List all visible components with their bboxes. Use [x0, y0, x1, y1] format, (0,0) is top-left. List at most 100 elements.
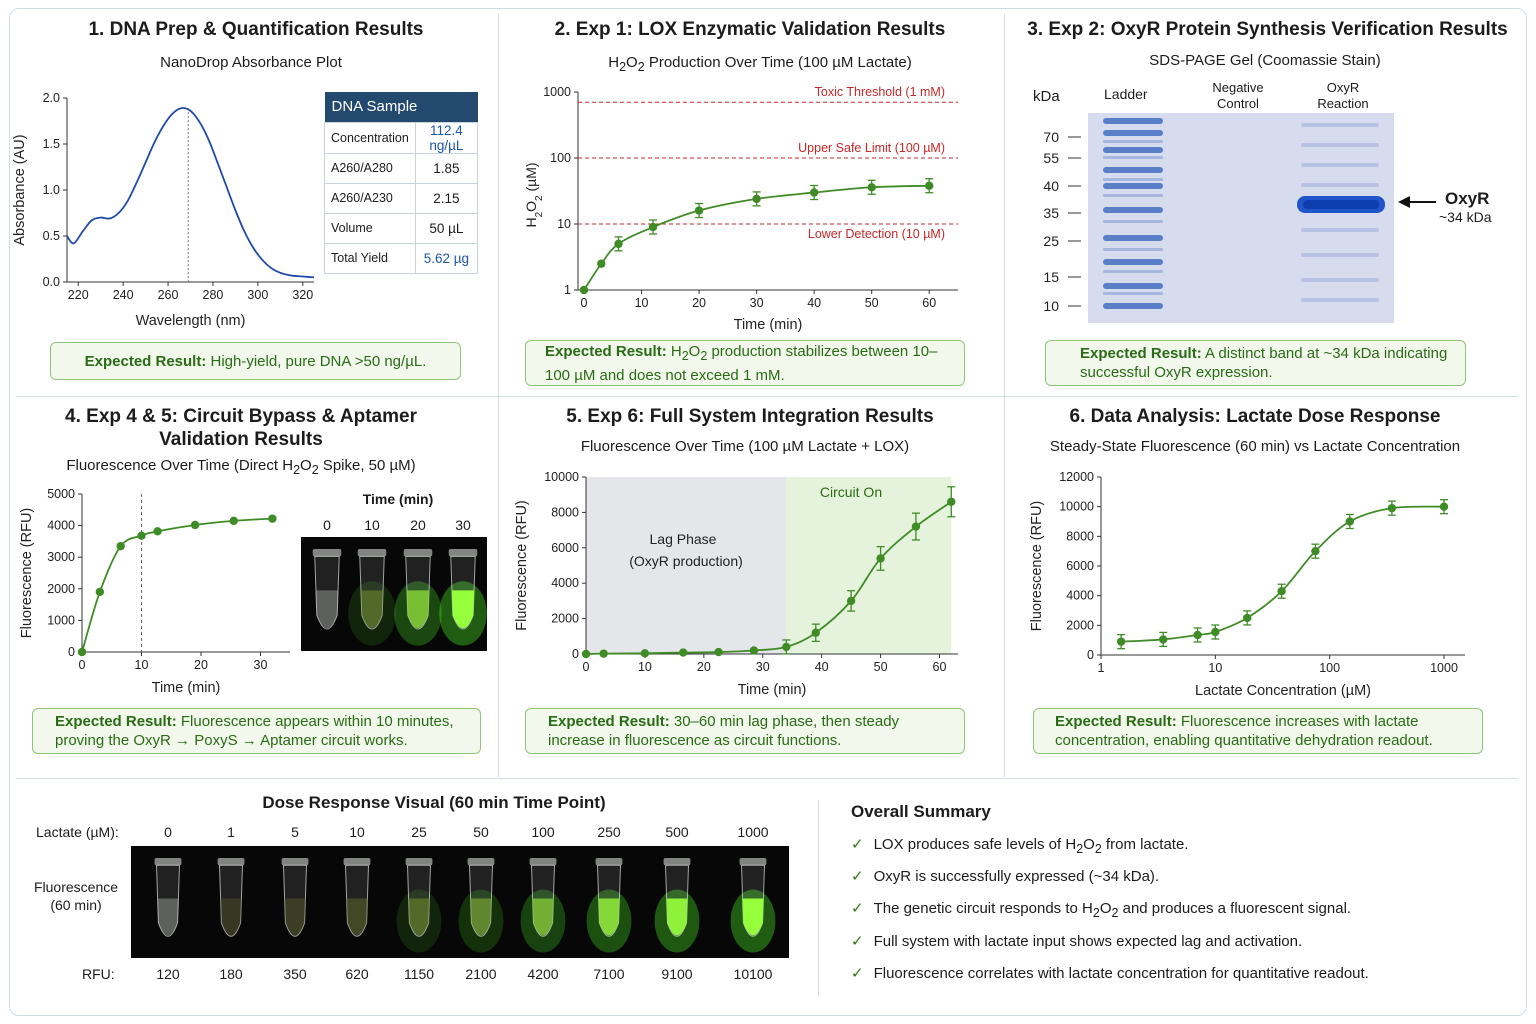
- full-system-chart: Lag Phase (OxyR production) Circuit On 0 10 2…: [514, 470, 958, 698]
- ladder-band-faint: [1103, 156, 1163, 159]
- ladder-band-faint: [1103, 292, 1163, 295]
- ladder-band: [1103, 167, 1163, 173]
- y-tick-label: 0: [572, 647, 579, 661]
- expected-result-2: Expected Result: H2O2 production stabili…: [525, 340, 965, 386]
- data-point: [679, 648, 688, 657]
- x-tick-label: 50: [865, 296, 879, 310]
- data-point: [782, 642, 791, 652]
- y-tick-label: 2000: [551, 612, 579, 626]
- lane-negative-label: Negative Control: [1212, 80, 1264, 111]
- data-point: [714, 647, 723, 657]
- panel-5-title: 5. Exp 6: Full System Integration Result…: [566, 406, 934, 427]
- divider: [16, 396, 1518, 397]
- y-tick-label: 4000: [1066, 589, 1094, 603]
- ladder-band: [1103, 283, 1163, 289]
- x-axis-label: Time (min): [734, 317, 803, 333]
- expected-result-5: Expected Result: 30–60 min lag phase, th…: [525, 708, 965, 754]
- data-point: [137, 531, 146, 540]
- background-band: [1301, 143, 1379, 147]
- x-tick-label: 100: [1319, 661, 1340, 675]
- x-tick-label: 60: [933, 660, 947, 674]
- x-tick-label: 300: [247, 288, 268, 302]
- data-point: [911, 522, 921, 531]
- y-tick-label: 6000: [1066, 559, 1094, 573]
- x-tick-label: 0: [583, 660, 590, 674]
- y-tick-label: 100: [550, 151, 571, 165]
- divider: [16, 778, 1518, 779]
- concentration-label: 1000: [737, 824, 769, 840]
- oxyr-band-core: [1303, 200, 1379, 209]
- row-label: A260/A230: [324, 182, 416, 214]
- x-tick-label: 10: [638, 660, 652, 674]
- background-band: [1301, 228, 1379, 232]
- dna-sample-table: DNA Sample Concentration 112.4 ng/µL A260…: [324, 92, 479, 274]
- fluorescence-row-label: Fluorescence (60 min): [33, 879, 119, 913]
- x-tick-label: 40: [815, 660, 829, 674]
- x-axis-label: Lactate Concentration (µM): [1195, 683, 1371, 699]
- x-tick-label: 1000: [1430, 661, 1458, 675]
- y-tick-label: 0: [68, 645, 75, 659]
- tube: [310, 549, 344, 646]
- data-point: [614, 239, 623, 249]
- row-value: 50 µL: [414, 212, 479, 244]
- rfu-row-label: RFU:: [82, 966, 115, 982]
- ladder-band: [1103, 183, 1163, 189]
- background-band: [1301, 278, 1379, 282]
- y-tick-label: 12000: [1059, 470, 1094, 484]
- panel-3-subtitle: SDS-PAGE Gel (Coomassie Stain): [1149, 52, 1381, 69]
- data-point: [640, 649, 650, 658]
- check-icon: ✓: [851, 836, 864, 853]
- data-point: [1243, 613, 1252, 623]
- ladder-band: [1103, 303, 1163, 309]
- bypass-chart: 0 10 20 30 0 1000 2000 3000 4000 5000 Time (min) Fl…: [19, 487, 290, 696]
- y-axis-label: Fluorescence (RFU): [19, 508, 35, 639]
- data-point: [116, 541, 125, 551]
- kda-label: kDa: [1033, 88, 1060, 105]
- expected-label: Expected Result:: [84, 352, 207, 370]
- lag-phase-region: [586, 477, 787, 654]
- oxyr-band-label: OxyR: [1445, 189, 1490, 208]
- tube-photo-dose: [131, 846, 789, 958]
- x-tick-label: 10: [1208, 661, 1222, 675]
- x-axis-label: Time (min): [152, 680, 221, 696]
- panel-6-subtitle: Steady-State Fluorescence (60 min) vs La…: [1049, 438, 1461, 455]
- threshold-label: Upper Safe Limit (100 µM): [798, 141, 945, 155]
- ladder-band-faint: [1103, 194, 1163, 197]
- y-tick-label: 1000: [47, 613, 75, 627]
- y-tick-label: 3000: [47, 550, 75, 564]
- x-tick-label: 30: [756, 660, 770, 674]
- rfu-value: 7100: [593, 966, 625, 982]
- table-row: Concentration 112.4 ng/µL: [324, 121, 479, 154]
- oxyr-band-size: ~34 kDa: [1439, 209, 1492, 225]
- marker-label: 70: [1043, 129, 1059, 145]
- ladder-band: [1103, 207, 1163, 213]
- tubes-time-header: Time (min): [362, 491, 434, 507]
- lane-oxyr-label: OxyR Reaction: [1317, 80, 1369, 111]
- lactate-row-label: Lactate (µM):: [36, 824, 119, 840]
- marker-label: 35: [1043, 205, 1059, 221]
- data-point: [846, 596, 856, 606]
- x-tick-label: 0: [581, 296, 588, 310]
- rfu-value: 350: [283, 966, 307, 982]
- row-label: Concentration: [324, 121, 416, 154]
- concentration-label: 25: [411, 824, 427, 840]
- data-point: [752, 194, 761, 204]
- circuit-on-region: [786, 477, 952, 654]
- expected-result-6: Expected Result: Fluorescence increases …: [1033, 708, 1483, 754]
- x-tick-label: 60: [922, 296, 936, 310]
- background-band: [1301, 123, 1379, 127]
- data-point: [947, 497, 956, 506]
- tube: [341, 858, 373, 953]
- y-tick-label: 4000: [47, 519, 75, 533]
- panel-1-title: 1. DNA Prep & Quantification Results: [88, 19, 424, 40]
- y-tick-label: 10: [557, 217, 571, 231]
- dose-visual-title: Dose Response Visual (60 min Time Point): [262, 793, 606, 812]
- panel-2-title: 2. Exp 1: LOX Enzymatic Validation Resul…: [554, 19, 946, 40]
- ladder-band: [1103, 235, 1163, 241]
- x-tick-label: 50: [874, 660, 888, 674]
- data-point: [809, 188, 819, 197]
- expected-result-1: Expected Result: High-yield, pure DNA >5…: [50, 342, 461, 380]
- x-axis-label: Time (min): [738, 682, 807, 698]
- data-point: [597, 259, 606, 268]
- data-point: [599, 649, 608, 658]
